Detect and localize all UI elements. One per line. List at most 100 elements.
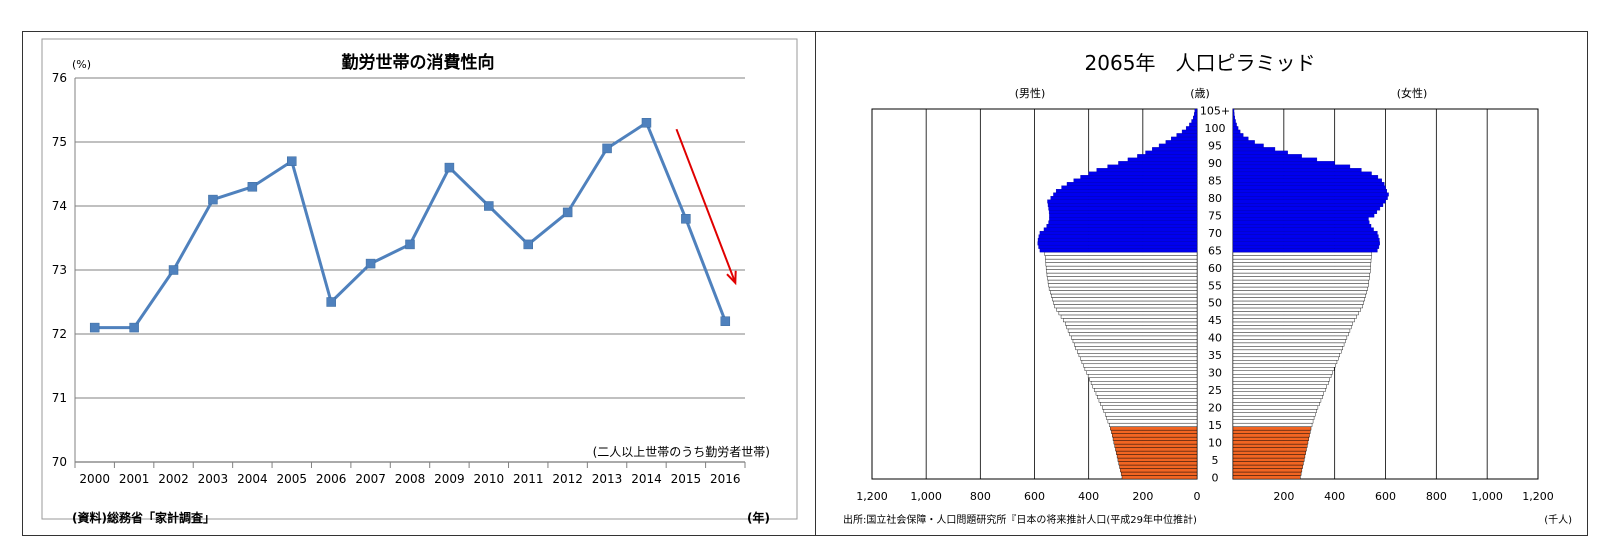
female-bar (1232, 461, 1304, 466)
female-bar (1232, 182, 1385, 186)
male-bar (1049, 217, 1198, 221)
male-bar (1047, 279, 1198, 284)
female-bar (1232, 154, 1302, 159)
female-label: (女性) (1397, 86, 1428, 100)
female-bar (1232, 185, 1386, 190)
female-bar (1232, 199, 1386, 204)
male-bar (1055, 189, 1198, 193)
data-point (523, 239, 533, 250)
y-tick-label: 76 (52, 71, 67, 85)
male-bar (1047, 203, 1198, 207)
female-bar (1232, 262, 1371, 267)
data-point (208, 194, 218, 205)
female-bar (1232, 189, 1387, 193)
female-bar (1232, 108, 1235, 113)
female-bar (1232, 429, 1311, 434)
female-bar (1232, 283, 1369, 288)
female-bar (1232, 157, 1318, 162)
right-source: 出所:国立社会保障・人口問題研究所『日本の将来推計人口(平成29年中位推計) (843, 513, 1197, 526)
male-bar (1118, 461, 1198, 466)
male-bar (1176, 133, 1198, 138)
male-bar (1069, 332, 1198, 337)
age-tick-label: 35 (1208, 349, 1222, 362)
x-tick-label: 2003 (198, 472, 229, 486)
data-point (641, 118, 652, 128)
male-bar (1127, 157, 1198, 162)
female-bar (1232, 349, 1342, 354)
age-tick-label: 100 (1205, 122, 1226, 135)
left-y-unit: (%) (72, 58, 91, 71)
female-bar (1232, 196, 1388, 200)
female-bar (1232, 342, 1345, 347)
data-point (720, 316, 731, 326)
female-bar (1232, 370, 1333, 375)
age-tick-label: 105+ (1200, 105, 1230, 118)
female-bar (1232, 328, 1351, 333)
female-bar (1232, 140, 1255, 145)
age-tick-label: 70 (1208, 227, 1222, 240)
male-bar (1109, 422, 1198, 427)
y-tick-label: 72 (52, 327, 67, 341)
female-bar (1232, 332, 1349, 337)
age-tick-label: 95 (1208, 140, 1222, 153)
male-bar (1104, 412, 1198, 417)
figure-frame (22, 31, 1588, 536)
male-bar (1114, 443, 1198, 448)
male-bar (1083, 363, 1198, 368)
male-bar (1120, 471, 1198, 476)
female-bar (1232, 450, 1306, 455)
male-bar (1103, 408, 1198, 413)
x-tick-label: 2016 (710, 472, 741, 486)
male-bar (1072, 339, 1198, 344)
female-bar (1232, 227, 1374, 232)
x-tick-label: 200 (1132, 490, 1153, 503)
female-bar (1232, 318, 1355, 323)
male-bar (1048, 220, 1198, 225)
trend-arrow-shaft (675, 128, 737, 284)
male-bar (1053, 300, 1198, 305)
male-bar (1137, 154, 1198, 159)
female-bar (1232, 213, 1375, 218)
female-bar (1232, 405, 1319, 410)
female-bar (1232, 297, 1365, 302)
x-tick-label: 800 (970, 490, 991, 503)
male-bar (1039, 230, 1198, 235)
female-bar (1232, 272, 1370, 277)
female-bar (1232, 293, 1366, 298)
male-bar (1067, 328, 1198, 333)
male-bar (1045, 265, 1198, 270)
female-bar (1232, 129, 1241, 134)
x-tick-label: 0 (1194, 490, 1201, 503)
female-bar (1232, 171, 1372, 176)
female-bar (1232, 360, 1338, 365)
female-bar (1232, 269, 1371, 274)
age-tick-label: 50 (1208, 297, 1222, 310)
female-bar (1232, 457, 1305, 462)
data-point (287, 156, 297, 166)
data-point (484, 201, 494, 211)
age-tick-label: 40 (1208, 332, 1222, 345)
female-bar (1232, 265, 1371, 270)
male-bar (1047, 199, 1198, 204)
male-bar (1045, 262, 1198, 267)
male-bar (1046, 223, 1198, 228)
x-tick-label: 2005 (276, 472, 307, 486)
female-bar (1232, 206, 1381, 211)
female-bar (1232, 304, 1363, 309)
male-bar (1113, 440, 1198, 445)
female-bar (1232, 325, 1352, 330)
female-bar (1232, 276, 1370, 281)
trend-arrow-head (726, 270, 737, 286)
female-bar (1232, 408, 1317, 413)
female-bar (1232, 279, 1369, 284)
female-bar (1232, 234, 1379, 239)
male-bar (1171, 136, 1198, 141)
male-bar (1115, 447, 1198, 452)
data-point (168, 265, 179, 275)
male-bar (1052, 297, 1198, 302)
female-bar (1232, 230, 1378, 235)
male-bar (1090, 381, 1198, 385)
female-bar (1232, 419, 1314, 424)
female-bar (1232, 374, 1332, 378)
